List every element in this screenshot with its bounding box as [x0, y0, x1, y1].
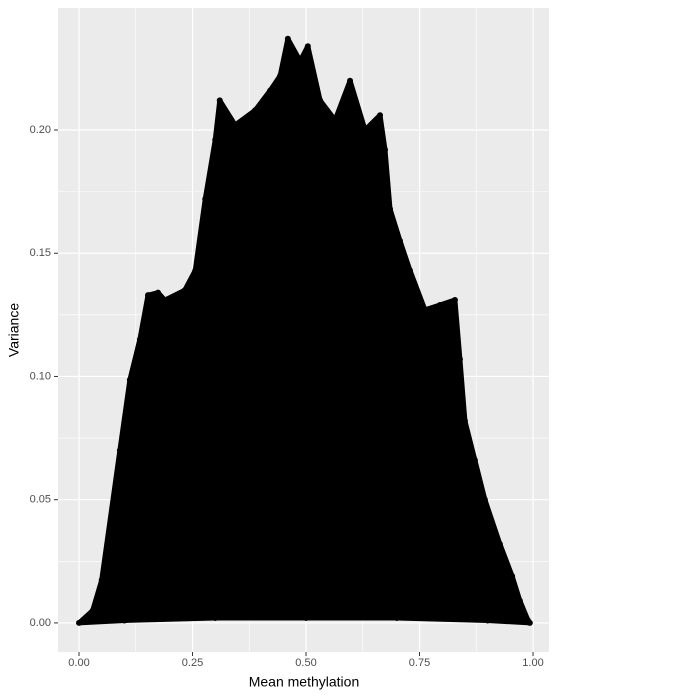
point: [212, 614, 219, 621]
point: [252, 107, 259, 114]
point: [396, 237, 403, 244]
point: [526, 619, 533, 626]
point: [509, 573, 516, 580]
point: [456, 356, 463, 363]
point: [277, 72, 284, 79]
point: [304, 43, 311, 50]
x-tick-label: 0.25: [182, 657, 203, 669]
point: [382, 146, 389, 153]
point: [421, 306, 428, 313]
y-tick-label: 0.00: [30, 617, 51, 629]
point: [393, 614, 400, 621]
x-tick-label: 0.00: [68, 657, 89, 669]
point: [98, 577, 105, 584]
point: [362, 126, 369, 133]
point: [181, 287, 188, 294]
y-axis-title: Variance: [6, 303, 22, 357]
point: [317, 97, 324, 104]
point: [161, 297, 168, 304]
point: [126, 376, 133, 383]
point: [232, 122, 239, 129]
point: [332, 117, 339, 124]
point: [192, 267, 199, 274]
y-tick-label: 0.05: [30, 494, 51, 506]
point: [496, 541, 503, 548]
point: [461, 417, 468, 424]
point: [481, 496, 488, 503]
point: [202, 196, 209, 203]
point: [284, 35, 291, 42]
x-tick-label: 0.75: [409, 657, 430, 669]
x-tick-label: 0.50: [295, 657, 316, 669]
point: [136, 336, 143, 343]
point: [406, 267, 413, 274]
point: [121, 617, 128, 624]
point: [484, 617, 491, 624]
y-tick-label: 0.15: [30, 247, 51, 259]
point: [377, 112, 384, 119]
y-tick-label: 0.10: [30, 370, 51, 382]
point: [155, 289, 162, 296]
point: [516, 597, 523, 604]
point: [116, 447, 123, 454]
point: [89, 607, 96, 614]
point: [471, 457, 478, 464]
point: [436, 301, 443, 308]
point: [212, 136, 219, 143]
y-tick-label: 0.20: [30, 124, 51, 136]
point: [216, 97, 223, 104]
x-axis-title: Mean methylation: [249, 674, 360, 690]
point: [303, 614, 310, 621]
point: [347, 77, 354, 84]
point: [451, 297, 458, 304]
point: [76, 619, 83, 626]
point: [145, 292, 152, 299]
point: [387, 205, 394, 212]
point: [297, 57, 304, 64]
point: [267, 87, 274, 94]
x-tick-label: 1.00: [522, 657, 543, 669]
